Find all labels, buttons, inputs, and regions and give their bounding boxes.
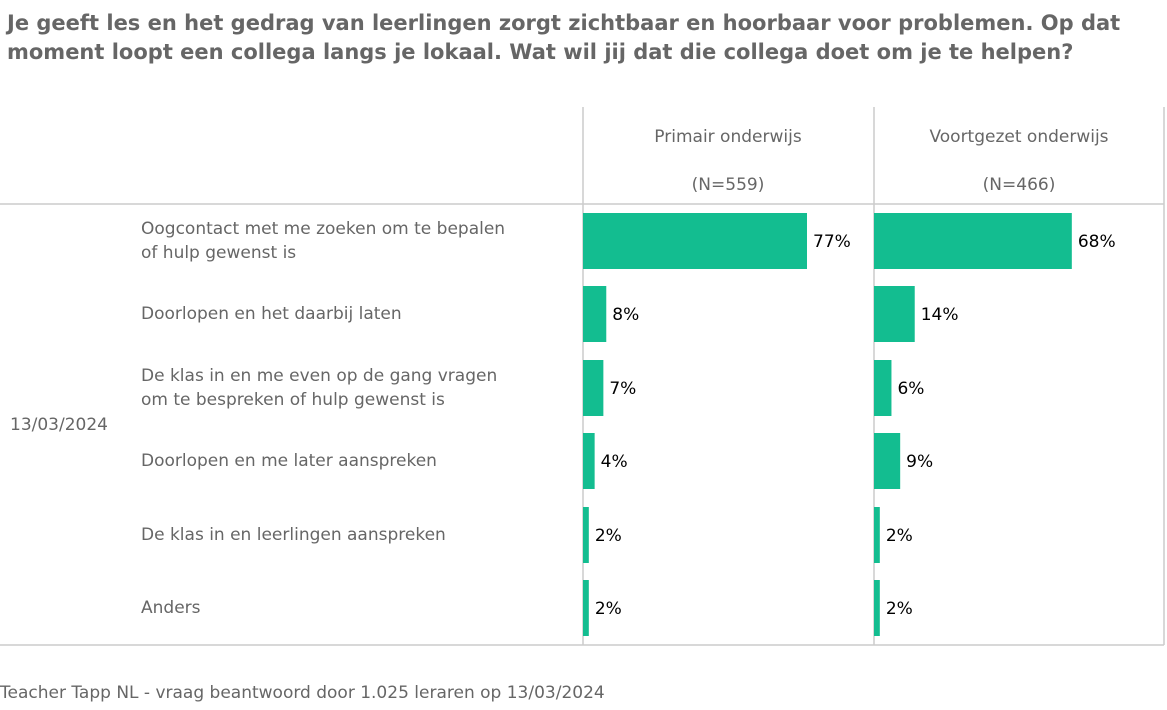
row-group-label: 13/03/2024 <box>10 415 108 435</box>
data-label: 68% <box>1078 232 1116 252</box>
bar <box>874 580 880 636</box>
panel-n-label-2: (N=466) <box>983 175 1056 195</box>
data-label: 9% <box>906 452 933 472</box>
data-label: 14% <box>921 305 959 325</box>
bar <box>874 360 892 416</box>
bar <box>583 213 807 269</box>
category-label: Doorlopen en me later aanspreken <box>141 451 437 471</box>
panel-header-1: Primair onderwijs <box>654 127 802 147</box>
bar <box>583 286 607 342</box>
data-label: 2% <box>595 526 622 546</box>
category-label: om te bespreken of hulp gewenst is <box>141 390 445 410</box>
panel-header-2: Voortgezet onderwijs <box>929 127 1108 147</box>
category-label: Oogcontact met me zoeken om te bepalen <box>141 219 505 239</box>
category-label: of hulp gewenst is <box>141 243 296 263</box>
data-label: 6% <box>897 379 924 399</box>
bar <box>874 507 880 563</box>
footer-note: Teacher Tapp NL - vraag beantwoord door … <box>0 683 605 703</box>
category-label: De klas in en me even op de gang vragen <box>141 366 497 386</box>
bar <box>583 507 589 563</box>
data-label: 4% <box>601 452 628 472</box>
data-label: 7% <box>609 379 636 399</box>
data-label: 2% <box>595 599 622 619</box>
chart-title: Je geeft les en het gedrag van leerlinge… <box>7 11 1121 64</box>
bar <box>583 580 589 636</box>
category-label: Doorlopen en het daarbij laten <box>141 304 402 324</box>
category-label: Anders <box>141 598 201 618</box>
bar <box>874 286 915 342</box>
data-label: 2% <box>886 599 913 619</box>
data-label: 8% <box>612 305 639 325</box>
data-label: 77% <box>813 232 851 252</box>
data-label: 2% <box>886 526 913 546</box>
category-label: De klas in en leerlingen aanspreken <box>141 525 446 545</box>
bar <box>874 213 1072 269</box>
bar <box>874 433 901 489</box>
panel-n-label-1: (N=559) <box>692 175 765 195</box>
bar <box>583 433 595 489</box>
bar <box>583 360 604 416</box>
